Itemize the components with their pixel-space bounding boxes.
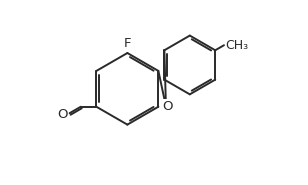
Text: O: O xyxy=(162,100,172,113)
Text: F: F xyxy=(124,37,131,50)
Text: CH₃: CH₃ xyxy=(225,39,248,52)
Text: O: O xyxy=(57,107,67,121)
